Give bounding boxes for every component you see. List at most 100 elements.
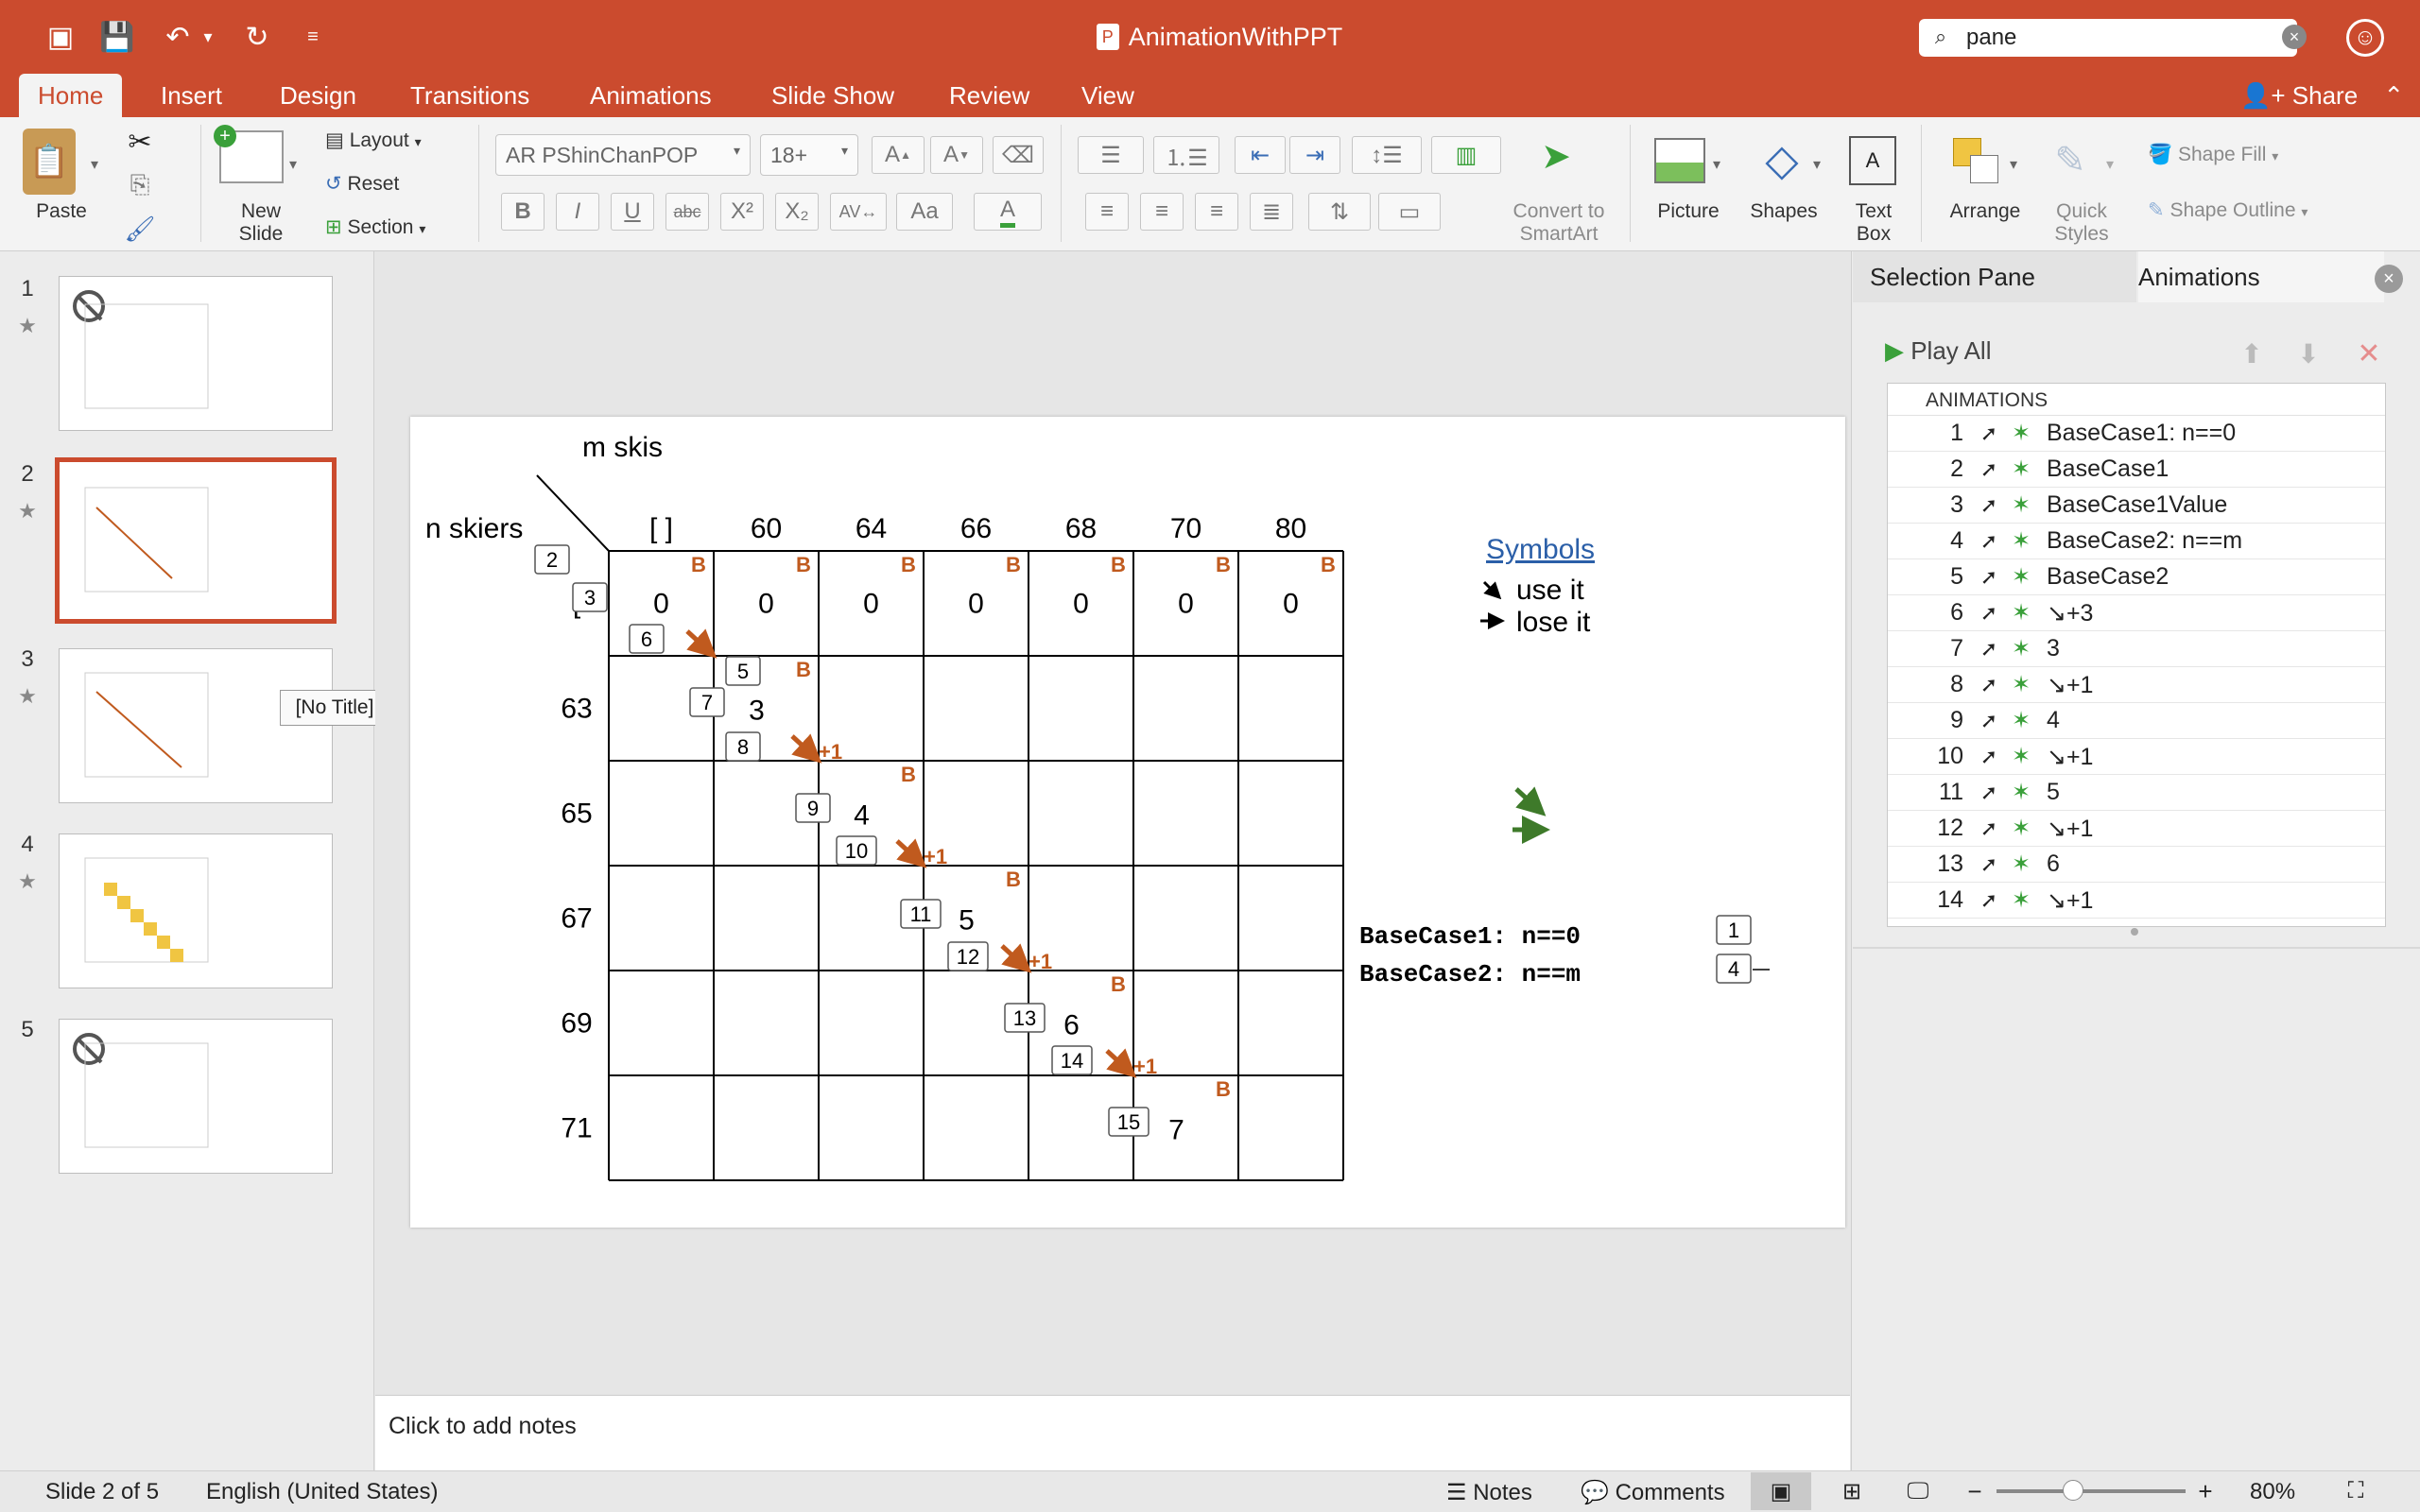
play-all-button[interactable]: ▶ Play All — [1885, 336, 1991, 366]
feedback-smiley-icon[interactable]: ☺ — [2346, 19, 2384, 57]
superscript-icon[interactable]: X² — [720, 193, 764, 231]
slide-sorter-icon[interactable]: ⊞ — [1841, 1478, 1862, 1504]
notes-button[interactable]: ☰ Notes — [1446, 1479, 1532, 1506]
search-input[interactable] — [1919, 19, 2297, 57]
animation-item[interactable]: 3 ➚ ✶ BaseCase1Value — [1888, 488, 2385, 524]
quick-styles-dropdown-icon[interactable]: ▾ — [2106, 157, 2115, 173]
slide-thumbnail-1[interactable] — [59, 276, 333, 431]
animation-item[interactable]: 12 ➚ ✶ ↘+1 — [1888, 811, 2385, 847]
slide-thumbnail-4[interactable] — [59, 833, 333, 988]
character-spacing-icon[interactable]: AV↔ — [830, 193, 887, 231]
animation-item[interactable]: 11 ➚ ✶ 5 — [1888, 775, 2385, 811]
clear-formatting-icon[interactable]: ⌫ — [993, 136, 1044, 174]
close-pane-icon[interactable]: × — [2375, 265, 2403, 293]
animation-item[interactable]: 6 ➚ ✶ ↘+3 — [1888, 595, 2385, 631]
animation-item[interactable]: 1 ➚ ✶ BaseCase1: n==0 — [1888, 416, 2385, 452]
shape-fill-button[interactable]: 🪣 Shape Fill ▾ — [2148, 144, 2279, 165]
font-size-select[interactable]: 18+ ▾ — [760, 134, 858, 176]
zoom-slider-handle[interactable] — [2063, 1480, 2083, 1501]
shapes-icon[interactable]: ◇ — [1765, 135, 1799, 184]
tab-animations-pane[interactable]: Animations — [2138, 251, 2384, 302]
comments-button[interactable]: 💬 Comments — [1581, 1479, 1725, 1506]
tab-home[interactable]: Home — [19, 74, 123, 117]
increase-font-icon[interactable]: A ▲ — [872, 136, 925, 174]
arrange-dropdown-icon[interactable]: ▾ — [2010, 157, 2018, 173]
slide-thumbnail-5[interactable] — [59, 1019, 333, 1174]
columns-icon[interactable]: ▥ — [1431, 136, 1501, 174]
shape-outline-button[interactable]: ✎ Shape Outline ▾ — [2148, 199, 2308, 221]
picture-dropdown-icon[interactable]: ▾ — [1713, 157, 1721, 173]
quick-styles-icon[interactable]: ✎ — [2054, 140, 2086, 181]
section-button[interactable]: ⊞ Section ▾ — [325, 216, 426, 238]
animation-item[interactable]: 9 ➚ ✶ 4 — [1888, 703, 2385, 739]
move-up-icon[interactable]: ⬆ — [2240, 338, 2263, 369]
tab-review[interactable]: Review — [949, 81, 1030, 110]
italic-icon[interactable]: I — [556, 193, 599, 231]
font-color-icon[interactable]: A — [974, 193, 1042, 231]
align-text-icon[interactable]: ▭ — [1378, 193, 1441, 231]
reset-button[interactable]: ↺ Reset — [325, 172, 399, 196]
presenter-view-icon[interactable]: 🖵 — [1907, 1478, 1929, 1503]
paste-dropdown-icon[interactable]: ▾ — [91, 157, 99, 173]
smartart-icon[interactable]: ➤ — [1541, 136, 1571, 177]
line-spacing-icon[interactable]: ↕☰ — [1352, 136, 1422, 174]
copy-icon[interactable]: ⎘ — [130, 170, 150, 198]
tab-view[interactable]: View — [1081, 81, 1134, 110]
increase-indent-icon[interactable]: ⇥ — [1289, 136, 1340, 174]
animation-item[interactable]: 8 ➚ ✶ ↘+1 — [1888, 667, 2385, 703]
cut-icon[interactable]: ✂ — [128, 126, 152, 158]
align-left-icon[interactable]: ≡ — [1085, 193, 1129, 231]
shapes-dropdown-icon[interactable]: ▾ — [1813, 157, 1822, 173]
underline-icon[interactable]: U — [611, 193, 654, 231]
subscript-icon[interactable]: X₂ — [775, 193, 819, 231]
text-direction-icon[interactable]: ⇅ — [1308, 193, 1371, 231]
zoom-slider-track[interactable] — [1996, 1489, 2186, 1493]
justify-icon[interactable]: ≣ — [1250, 193, 1293, 231]
zoom-out-icon[interactable]: − — [1967, 1476, 1982, 1505]
tab-slide-show[interactable]: Slide Show — [771, 81, 895, 110]
language-indicator[interactable]: English (United States) — [206, 1479, 439, 1504]
tab-animations[interactable]: Animations — [590, 81, 712, 110]
tab-selection-pane[interactable]: Selection Pane — [1853, 251, 2136, 302]
strikethrough-icon[interactable]: abc — [666, 193, 709, 231]
animation-item[interactable]: 14 ➚ ✶ ↘+1 — [1888, 883, 2385, 919]
bold-icon[interactable]: B — [501, 193, 544, 231]
pane-resize-handle[interactable] — [2131, 928, 2138, 936]
animation-item[interactable]: 2 ➚ ✶ BaseCase1 — [1888, 452, 2385, 488]
change-case-icon[interactable]: Aa — [896, 193, 953, 231]
animation-item[interactable]: 13 ➚ ✶ 6 — [1888, 847, 2385, 883]
fit-slide-icon[interactable]: ⛶ — [2347, 1478, 2364, 1503]
text-box-icon[interactable]: A — [1849, 136, 1896, 185]
arrange-icon[interactable] — [1953, 138, 2000, 185]
align-center-icon[interactable]: ≡ — [1140, 193, 1184, 231]
animation-item[interactable]: 4 ➚ ✶ BaseCase2: n==m — [1888, 524, 2385, 559]
font-name-select[interactable]: AR PShinChanPOP ▾ — [495, 134, 751, 176]
format-painter-icon[interactable]: 🖌 — [124, 214, 156, 243]
zoom-level[interactable]: 80% — [2250, 1479, 2296, 1504]
new-slide-icon[interactable]: + — [214, 125, 284, 183]
tab-insert[interactable]: Insert — [161, 81, 223, 110]
share-button[interactable]: 👤+ Share ⌃ — [2240, 74, 2404, 117]
collapse-ribbon-icon[interactable]: ⌃ — [2383, 81, 2405, 110]
bullets-icon[interactable]: ☰ — [1078, 136, 1144, 174]
animation-item[interactable]: 5 ➚ ✶ BaseCase2 — [1888, 559, 2385, 595]
clear-search-icon[interactable]: × — [2282, 25, 2307, 49]
tab-design[interactable]: Design — [280, 81, 356, 110]
move-down-icon[interactable]: ⬇ — [2297, 338, 2320, 369]
sidebar-toggle-icon[interactable]: ▣ — [46, 21, 75, 53]
notes-area[interactable]: Click to add notes — [375, 1395, 1850, 1470]
customize-toolbar-icon[interactable]: ≡ — [307, 26, 319, 47]
normal-view-icon[interactable]: ▣ — [1751, 1472, 1811, 1510]
redo-icon[interactable]: ↻ — [245, 21, 269, 53]
delete-animation-icon[interactable]: ✕ — [2357, 337, 2381, 369]
undo-icon[interactable]: ↶ — [165, 21, 190, 53]
tab-transitions[interactable]: Transitions — [410, 81, 530, 110]
slide-thumbnail-3[interactable] — [59, 648, 333, 803]
zoom-in-icon[interactable]: + — [2198, 1476, 2213, 1505]
animation-item[interactable]: 7 ➚ ✶ 3 — [1888, 631, 2385, 667]
undo-dropdown-icon[interactable]: ▾ — [203, 26, 213, 46]
align-right-icon[interactable]: ≡ — [1195, 193, 1238, 231]
paste-icon[interactable]: 📋 — [23, 129, 76, 195]
decrease-indent-icon[interactable]: ⇤ — [1235, 136, 1286, 174]
slide-thumbnail-2[interactable] — [55, 457, 337, 624]
